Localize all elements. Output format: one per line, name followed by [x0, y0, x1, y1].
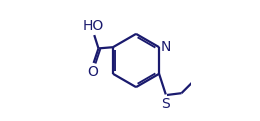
Text: O: O: [87, 65, 98, 79]
Text: HO: HO: [82, 19, 104, 33]
Text: N: N: [161, 40, 171, 54]
Text: S: S: [161, 97, 170, 111]
